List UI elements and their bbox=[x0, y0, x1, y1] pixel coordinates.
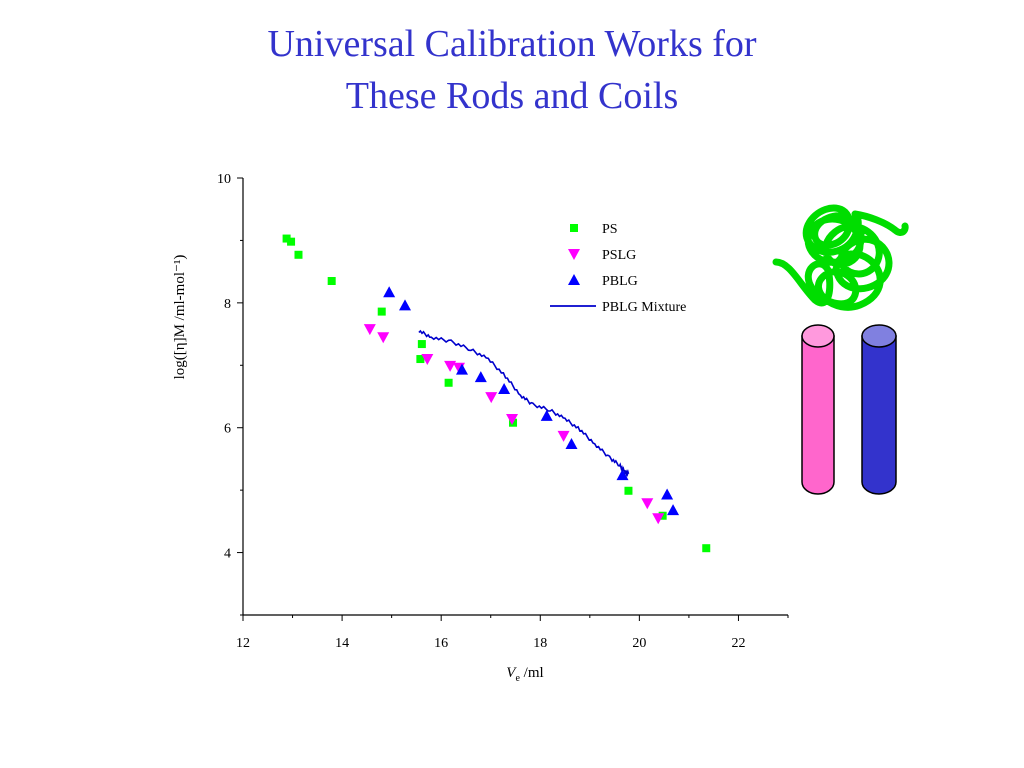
x-axis-label-sub: e bbox=[515, 673, 520, 684]
x-axis-label-var: V bbox=[506, 665, 517, 681]
point-ps bbox=[624, 486, 633, 495]
point-ps bbox=[417, 340, 426, 349]
point-pblg bbox=[498, 383, 511, 395]
point-pblg bbox=[540, 409, 553, 421]
random-coil-shape bbox=[772, 204, 909, 311]
point-pslg bbox=[641, 498, 654, 510]
point-pslg bbox=[363, 324, 376, 336]
point-pblg bbox=[565, 437, 578, 449]
point-pblg bbox=[616, 469, 629, 481]
slide-title: Universal Calibration Works for These Ro… bbox=[0, 18, 1024, 122]
legend-swatch-pslg bbox=[568, 249, 580, 260]
point-pslg bbox=[652, 513, 665, 525]
point-ps bbox=[287, 237, 296, 246]
point-pblg bbox=[667, 504, 680, 516]
legend-swatch-ps bbox=[570, 224, 578, 232]
point-pblg bbox=[399, 299, 412, 311]
x-axis-label-unit: /ml bbox=[520, 665, 544, 681]
x-tick-label: 20 bbox=[632, 636, 646, 651]
point-pslg bbox=[557, 430, 570, 442]
point-pslg bbox=[444, 360, 457, 372]
point-ps bbox=[294, 250, 303, 259]
point-ps bbox=[377, 307, 386, 316]
legend-label-pblg: PBLG bbox=[602, 274, 638, 289]
point-pblg bbox=[661, 488, 674, 500]
point-pblg bbox=[383, 286, 396, 298]
legend-label-ps: PS bbox=[602, 222, 618, 237]
y-tick-label: 6 bbox=[224, 422, 231, 437]
rod-blue-body bbox=[861, 335, 897, 495]
legend: PS PSLG PBLG PBLG Mixture bbox=[550, 222, 686, 315]
rod-pink bbox=[801, 324, 835, 495]
point-pslg bbox=[377, 332, 390, 344]
point-ps bbox=[282, 234, 291, 243]
point-pslg bbox=[485, 392, 498, 404]
rod-blue-top bbox=[861, 324, 897, 348]
x-tick-label: 14 bbox=[335, 636, 349, 651]
point-pslg bbox=[421, 354, 434, 366]
rod-blue bbox=[861, 324, 897, 495]
title-line-2: These Rods and Coils bbox=[345, 75, 679, 117]
y-axis-label: log([η]M /ml-mol⁻¹) bbox=[172, 255, 188, 380]
point-pblg bbox=[474, 371, 487, 383]
x-tick-label: 16 bbox=[434, 636, 448, 651]
title-line-1: Universal Calibration Works for bbox=[267, 23, 757, 65]
y-tick-label: 10 bbox=[217, 172, 231, 187]
coil-illustration bbox=[772, 204, 909, 311]
rod-pink-body bbox=[801, 335, 835, 495]
x-tick-label: 12 bbox=[236, 636, 250, 651]
point-ps bbox=[327, 277, 336, 286]
rod-pink-top bbox=[801, 324, 835, 348]
point-pslg bbox=[506, 413, 519, 425]
x-axis-label: Ve /ml bbox=[506, 665, 543, 684]
x-tick-label: 22 bbox=[731, 636, 745, 651]
series-line-pblg-mixture bbox=[418, 329, 630, 478]
y-tick-label: 4 bbox=[224, 547, 231, 562]
x-tick-label: 18 bbox=[533, 636, 547, 651]
data-marks bbox=[282, 234, 711, 553]
point-pblg bbox=[455, 363, 468, 375]
legend-label-pslg: PSLG bbox=[602, 248, 636, 263]
point-ps bbox=[702, 544, 711, 553]
point-ps bbox=[444, 378, 453, 387]
axes: 12 14 16 18 20 22 4 6 8 10 bbox=[217, 172, 789, 651]
point-ps bbox=[416, 355, 425, 364]
legend-label-pblg-mixture: PBLG Mixture bbox=[602, 300, 686, 315]
y-tick-label: 8 bbox=[224, 297, 231, 312]
legend-swatch-pblg bbox=[568, 274, 580, 285]
